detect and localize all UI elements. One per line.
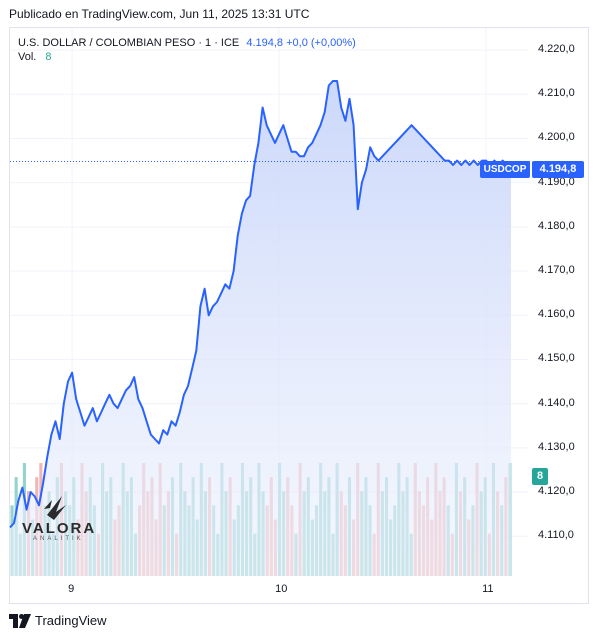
y-tick-label: 4.170,0 [538, 264, 575, 277]
last-price-tag: 4.194,8 [532, 161, 584, 178]
x-tick-label: 9 [68, 583, 75, 595]
y-tick-label: 4.130,0 [538, 440, 575, 453]
watermark-sub: ANALITIK [33, 536, 84, 542]
y-tick-label: 4.110,0 [538, 529, 574, 542]
y-tick-label: 4.190,0 [538, 175, 575, 188]
y-tick-label: 4.210,0 [538, 87, 575, 100]
volume-label: Vol. [18, 51, 37, 63]
area-fill [10, 81, 511, 576]
x-tick-label: 10 [275, 583, 288, 595]
watermark-name: VALORA [22, 520, 97, 537]
legend-value: 4.194,8 +0,0 (+0,00%) [246, 37, 356, 49]
tradingview-logo-icon [9, 613, 31, 628]
y-tick-label: 4.220,0 [538, 43, 575, 56]
footer[interactable]: TradingView [9, 613, 107, 628]
y-tick-label: 4.120,0 [538, 485, 575, 498]
y-tick-label: 4.150,0 [538, 352, 575, 365]
y-tick-label: 4.140,0 [538, 396, 575, 409]
price-line [9, 80, 512, 529]
symbol-legend[interactable]: U.S. DOLLAR / COLOMBIAN PESO · 1 · ICE 4… [18, 35, 356, 51]
y-tick-label: 4.160,0 [538, 308, 575, 321]
symbol-tag: USDCOP [480, 161, 530, 178]
y-tick-label: 4.200,0 [538, 131, 575, 144]
x-tick-label: 11 [482, 583, 494, 595]
footer-brand: TradingView [35, 613, 107, 628]
symbol-line: U.S. DOLLAR / COLOMBIAN PESO · 1 · ICE [18, 37, 240, 49]
published-caption: Publicado en TradingView.com, Jun 11, 20… [9, 7, 310, 21]
volume-legend[interactable]: Vol. 8 [18, 51, 52, 63]
chart-frame[interactable] [9, 27, 589, 604]
y-tick-label: 4.180,0 [538, 219, 575, 232]
volume-tag: 8 [532, 468, 548, 485]
volume-value: 8 [45, 51, 52, 63]
